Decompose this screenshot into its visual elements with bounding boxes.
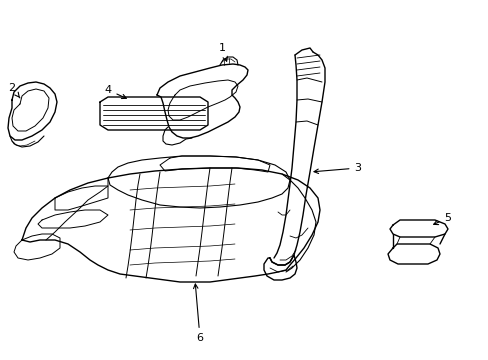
Text: 3: 3 bbox=[313, 163, 361, 174]
Text: 1: 1 bbox=[218, 43, 227, 61]
Text: 4: 4 bbox=[104, 85, 126, 99]
Text: 2: 2 bbox=[8, 83, 20, 98]
Text: 6: 6 bbox=[193, 284, 203, 343]
Text: 5: 5 bbox=[433, 213, 450, 225]
